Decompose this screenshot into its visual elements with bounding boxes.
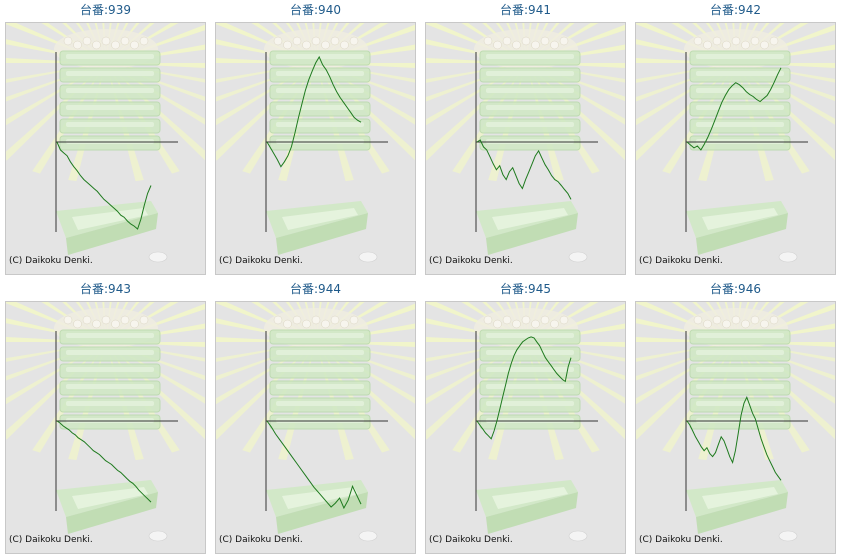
copyright-text: (C) Daikoku Denki.	[9, 256, 93, 266]
payout-series-line	[476, 139, 572, 200]
graph-canvas	[6, 302, 205, 542]
graph-canvas	[216, 302, 415, 542]
background-illustration	[426, 302, 625, 542]
graph-canvas	[426, 23, 625, 263]
slump-graph: (C) Daikoku Denki.	[635, 301, 836, 554]
machine-number-label[interactable]: 台番:940	[290, 3, 341, 17]
background-illustration	[636, 23, 835, 263]
payout-series-line	[56, 420, 152, 503]
machine-number-label[interactable]: 台番:939	[80, 3, 131, 17]
machine-panel[interactable]: 台番:946 (C) Daikoku Denki.	[635, 281, 836, 554]
machine-number-label[interactable]: 台番:941	[500, 3, 551, 17]
copyright-text: (C) Daikoku Denki.	[9, 535, 93, 545]
payout-series-line	[56, 141, 152, 230]
copyright-text: (C) Daikoku Denki.	[639, 256, 723, 266]
slump-graph: (C) Daikoku Denki.	[215, 22, 416, 275]
slump-graph: (C) Daikoku Denki.	[425, 301, 626, 554]
payout-series-line	[476, 336, 572, 440]
payout-series-line	[266, 55, 362, 168]
slump-graph: (C) Daikoku Denki.	[425, 22, 626, 275]
graph-canvas	[636, 23, 835, 263]
payout-series-line	[686, 396, 782, 481]
machine-panel[interactable]: 台番:944 (C) Daikoku Denki.	[215, 281, 416, 554]
graph-canvas	[6, 23, 205, 263]
slump-graph: (C) Daikoku Denki.	[215, 301, 416, 554]
copyright-text: (C) Daikoku Denki.	[639, 535, 723, 545]
graph-canvas	[636, 302, 835, 542]
payout-series-line	[686, 67, 782, 151]
machine-number-label[interactable]: 台番:946	[710, 282, 761, 296]
slump-graph: (C) Daikoku Denki.	[5, 301, 206, 554]
machine-panel[interactable]: 台番:945 (C) Daikoku Denki.	[425, 281, 626, 554]
machine-panel[interactable]: 台番:940 (C) Daikoku Denki.	[215, 2, 416, 275]
copyright-text: (C) Daikoku Denki.	[219, 256, 303, 266]
payout-series-line	[266, 420, 362, 510]
graph-canvas	[216, 23, 415, 263]
machine-number-label[interactable]: 台番:945	[500, 282, 551, 296]
copyright-text: (C) Daikoku Denki.	[429, 535, 513, 545]
slump-graph: (C) Daikoku Denki.	[635, 22, 836, 275]
machine-panel[interactable]: 台番:939 (C) Daikoku Denki.	[5, 2, 206, 275]
slump-graph: (C) Daikoku Denki.	[5, 22, 206, 275]
copyright-text: (C) Daikoku Denki.	[429, 256, 513, 266]
machine-number-label[interactable]: 台番:942	[710, 3, 761, 17]
machine-number-label[interactable]: 台番:944	[290, 282, 341, 296]
copyright-text: (C) Daikoku Denki.	[219, 535, 303, 545]
graph-canvas	[426, 302, 625, 542]
machine-panel[interactable]: 台番:942 (C) Daikoku Denki.	[635, 2, 836, 275]
machine-number-label[interactable]: 台番:943	[80, 282, 131, 296]
machine-panel[interactable]: 台番:943 (C) Daikoku Denki.	[5, 281, 206, 554]
machine-panel[interactable]: 台番:941 (C) Daikoku Denki.	[425, 2, 626, 275]
